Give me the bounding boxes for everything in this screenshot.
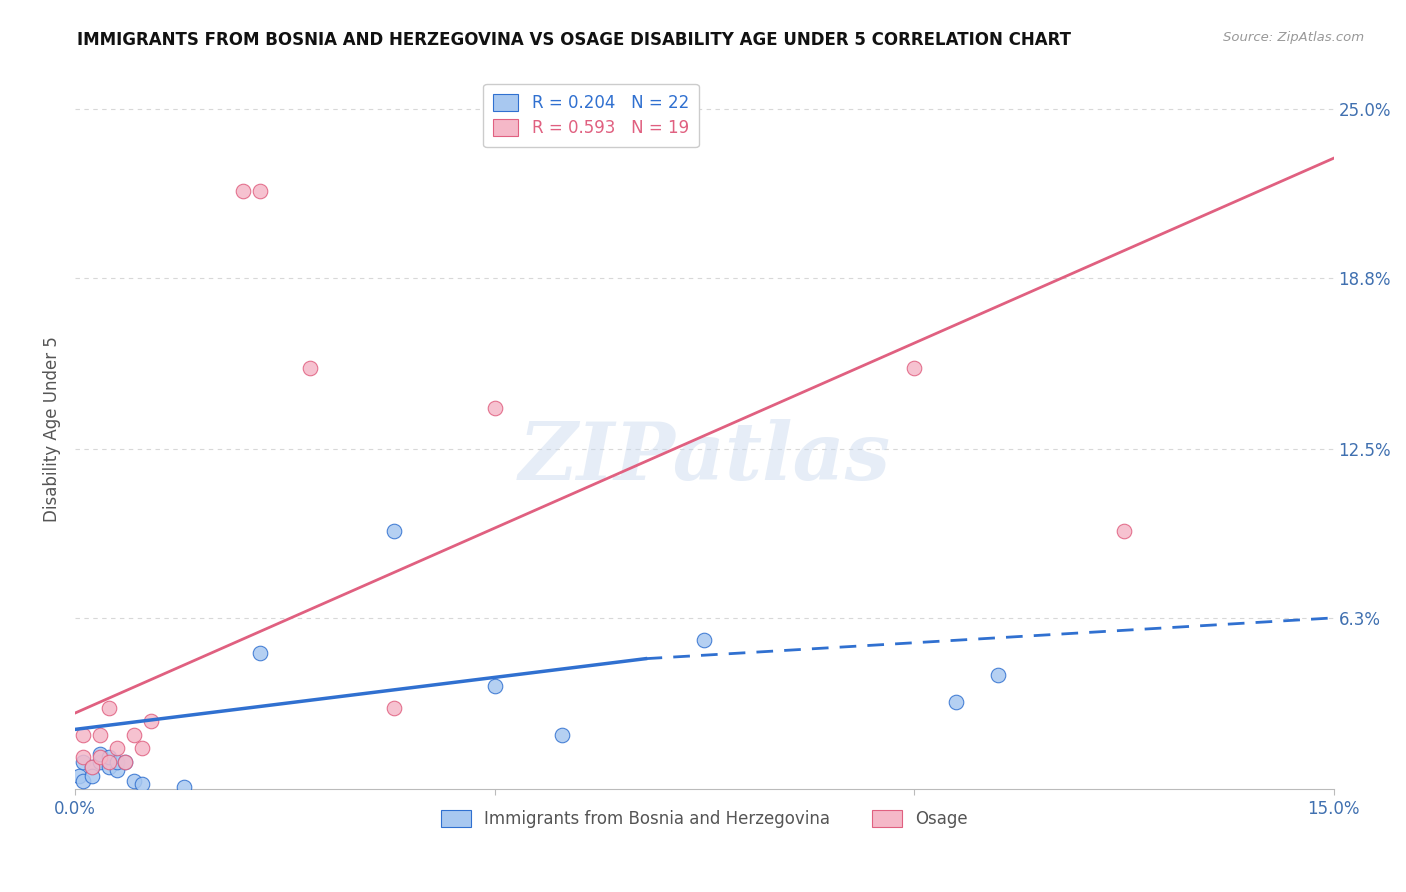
- Point: [97, 755, 120, 769]
- Point: [131, 777, 153, 791]
- Point: [131, 741, 153, 756]
- Point: [72, 728, 94, 742]
- Point: [903, 360, 925, 375]
- Point: [97, 760, 120, 774]
- Point: [945, 695, 967, 709]
- Point: [382, 524, 405, 538]
- Point: [72, 774, 94, 789]
- Point: [484, 679, 506, 693]
- Text: Source: ZipAtlas.com: Source: ZipAtlas.com: [1223, 31, 1364, 45]
- Point: [89, 755, 111, 769]
- Point: [298, 360, 321, 375]
- Point: [89, 728, 111, 742]
- Text: IMMIGRANTS FROM BOSNIA AND HERZEGOVINA VS OSAGE DISABILITY AGE UNDER 5 CORRELATI: IMMIGRANTS FROM BOSNIA AND HERZEGOVINA V…: [77, 31, 1071, 49]
- Point: [139, 714, 162, 729]
- Point: [987, 668, 1010, 682]
- Point: [105, 741, 128, 756]
- Point: [550, 728, 572, 742]
- Point: [249, 184, 271, 198]
- Point: [80, 760, 103, 774]
- Point: [122, 774, 145, 789]
- Point: [89, 749, 111, 764]
- Point: [232, 184, 254, 198]
- Legend: Immigrants from Bosnia and Herzegovina, Osage: Immigrants from Bosnia and Herzegovina, …: [434, 804, 974, 835]
- Point: [72, 749, 94, 764]
- Point: [89, 747, 111, 761]
- Point: [249, 646, 271, 660]
- Point: [173, 780, 195, 794]
- Point: [114, 755, 136, 769]
- Point: [105, 755, 128, 769]
- Point: [67, 769, 90, 783]
- Point: [80, 760, 103, 774]
- Point: [382, 700, 405, 714]
- Point: [80, 769, 103, 783]
- Point: [114, 755, 136, 769]
- Text: ZIPatlas: ZIPatlas: [519, 419, 890, 497]
- Y-axis label: Disability Age Under 5: Disability Age Under 5: [44, 336, 60, 522]
- Point: [97, 700, 120, 714]
- Point: [122, 728, 145, 742]
- Point: [693, 632, 716, 647]
- Point: [1112, 524, 1135, 538]
- Point: [484, 401, 506, 416]
- Point: [97, 749, 120, 764]
- Point: [72, 755, 94, 769]
- Point: [105, 763, 128, 777]
